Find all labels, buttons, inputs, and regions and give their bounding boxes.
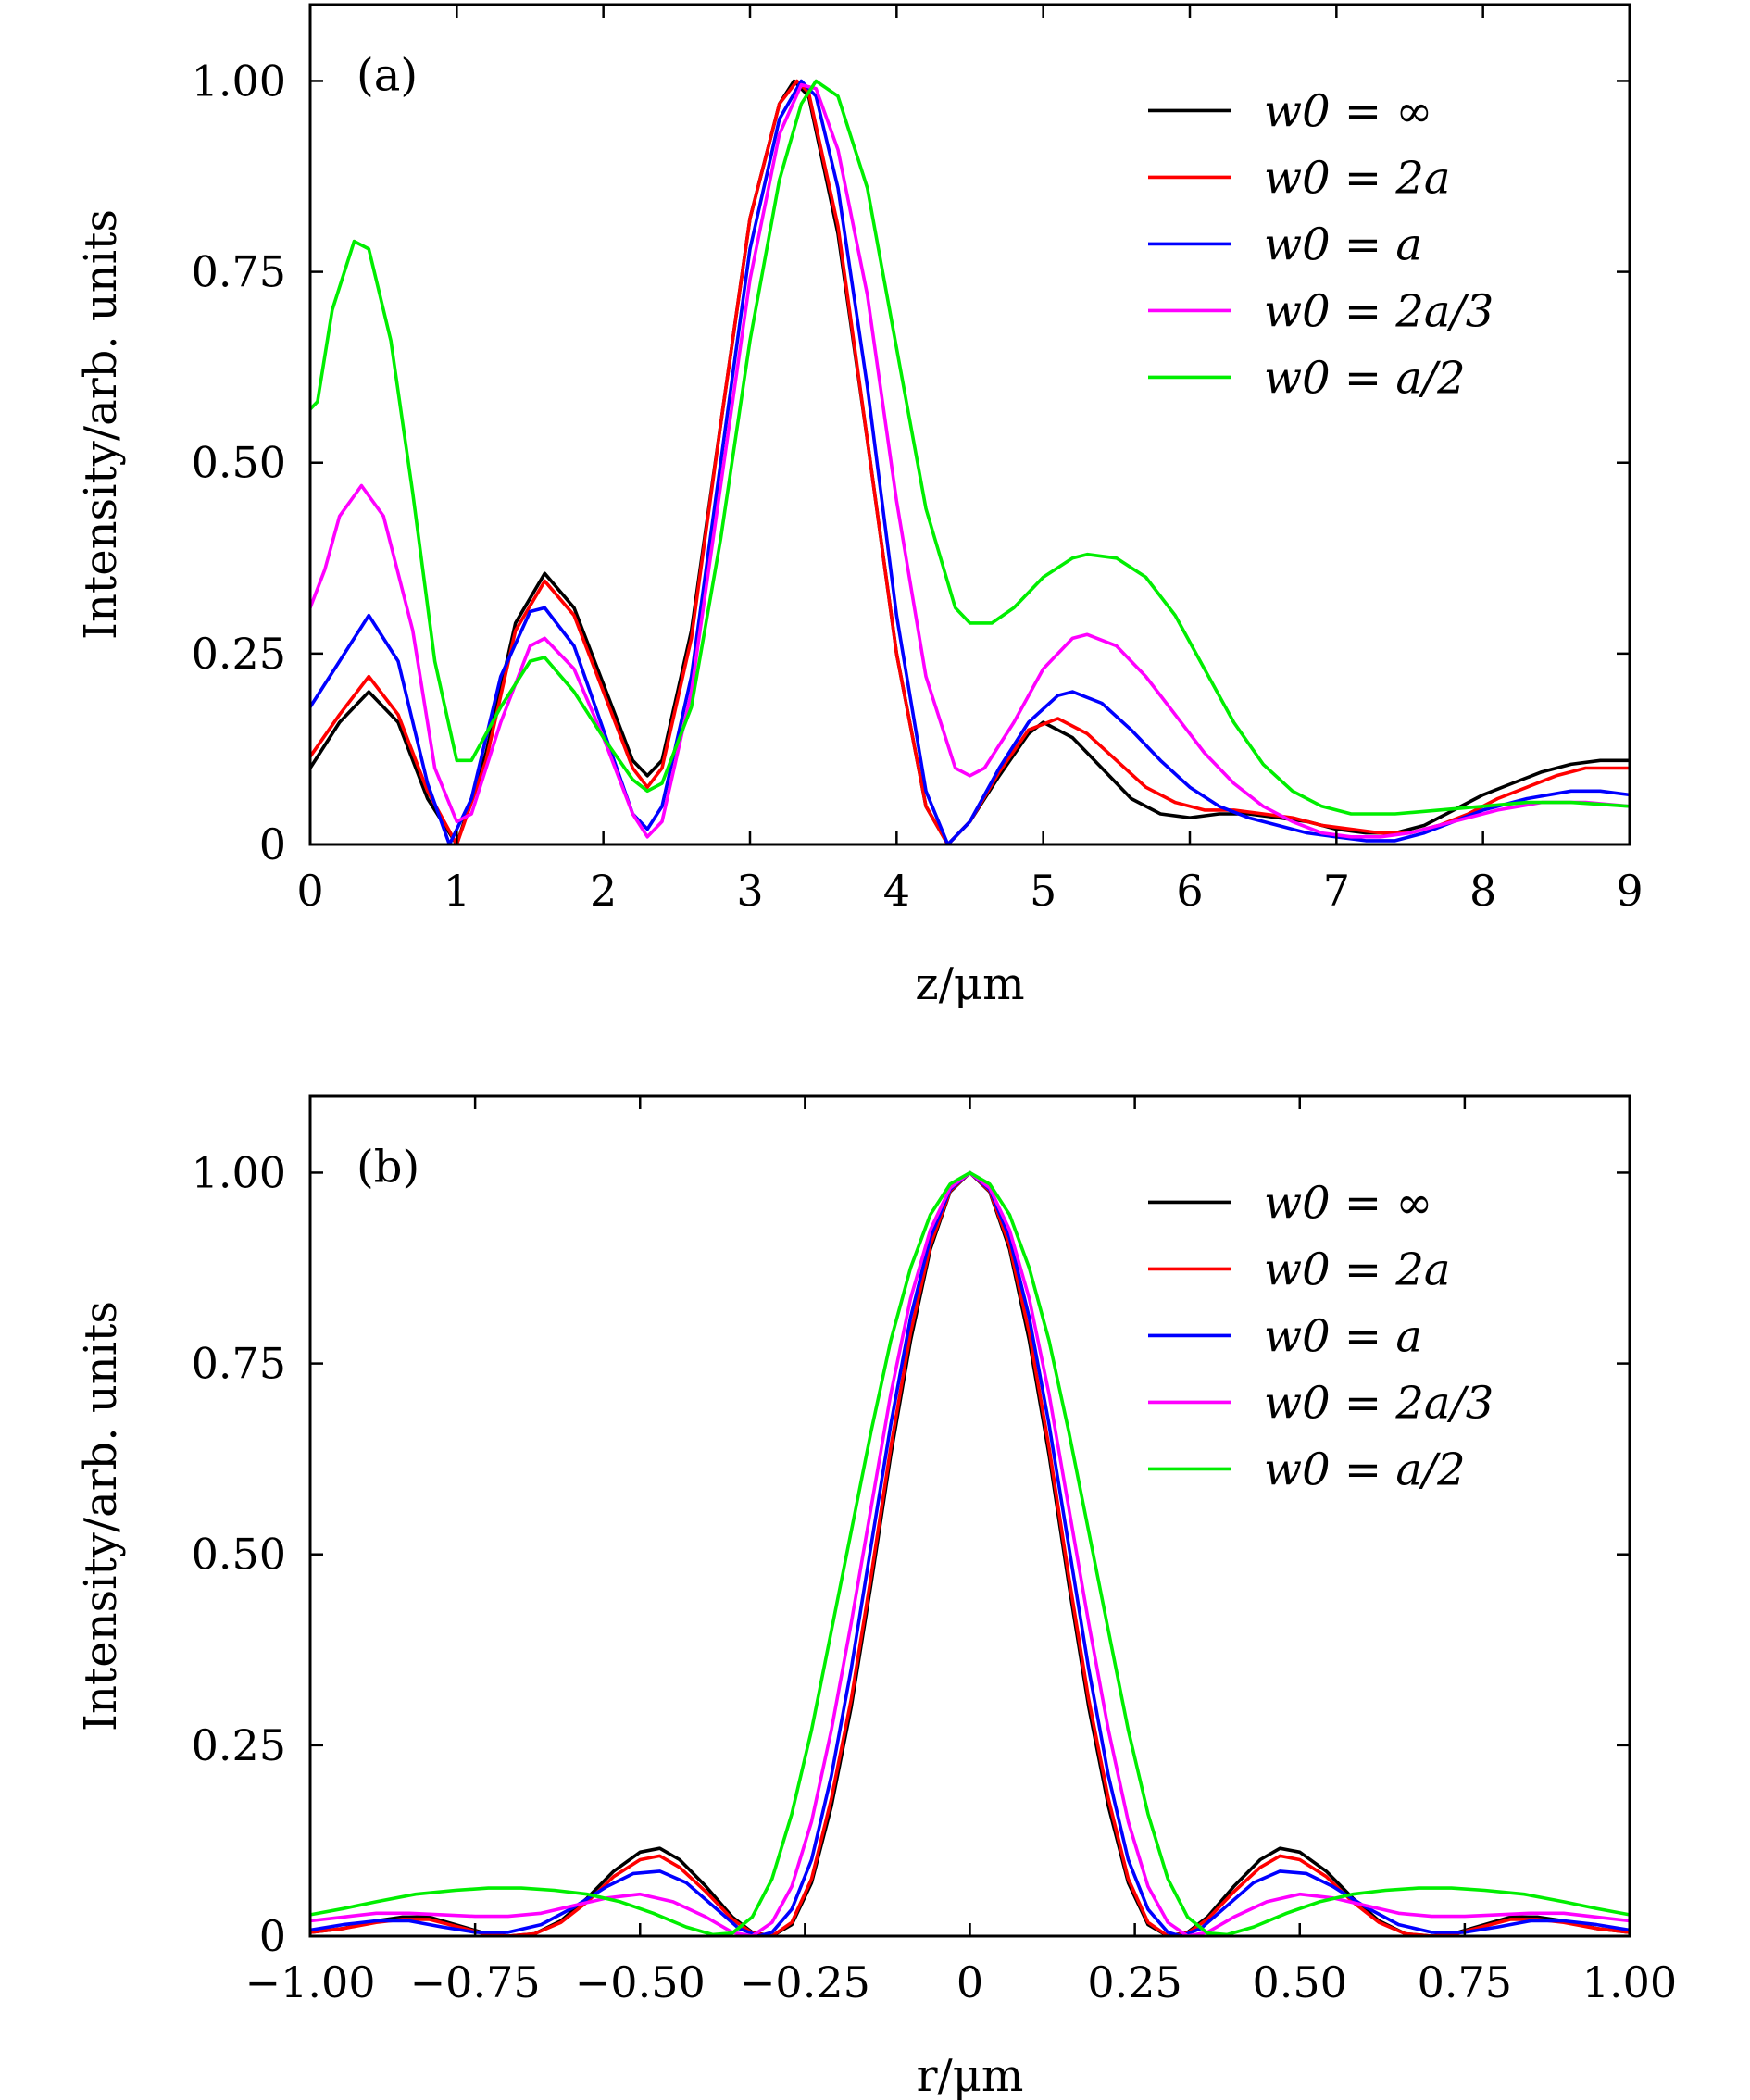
legend-entry-1: w0 = ∞ [1264, 85, 1432, 137]
y-tick-label: 0.25 [192, 1720, 286, 1770]
x-axis-label: z/μm [915, 958, 1024, 1010]
x-tick-label: 1 [444, 866, 470, 916]
panel-label: (b) [356, 1141, 419, 1193]
legend-entry-5: w0 = a/2 [1264, 352, 1466, 404]
x-tick-label: 0.75 [1418, 1957, 1512, 2007]
y-tick-label: 1.00 [192, 56, 286, 106]
x-tick-label: 6 [1176, 866, 1203, 916]
axes-frame [308, 3, 1631, 846]
x-tick-label: 0 [956, 1957, 983, 2007]
legend-entry-4: w0 = 2a/3 [1264, 285, 1494, 337]
x-tick-label: 0.50 [1253, 1957, 1347, 2007]
panel-b: −1.00 −0.75 −0.50 −0.25 0 0.25 0.50 0.75 1.00 0 0.… [75, 1094, 1677, 2100]
x-tick-label: −1.00 [245, 1957, 376, 2007]
x-tick-label: 0 [296, 866, 323, 916]
series-line-2 [310, 79, 1630, 844]
legend: w0 = ∞ w0 = 2a w0 = a w0 = 2a/3 w0 = a/2 [1148, 85, 1494, 404]
x-tick-label: 0.25 [1087, 1957, 1181, 2007]
x-tick-label: 7 [1323, 866, 1350, 916]
y-tick-label: 0 [259, 1911, 286, 1961]
x-tick-label: 5 [1030, 866, 1056, 916]
legend-entry-1: w0 = ∞ [1264, 1177, 1432, 1229]
x-tick-label: 3 [736, 866, 763, 916]
y-tick-label: 0.50 [192, 1530, 286, 1580]
legend-entry-2: w0 = 2a [1264, 152, 1451, 204]
legend-entry-2: w0 = 2a [1264, 1244, 1451, 1295]
x-tick-label: 1.00 [1582, 1957, 1677, 2007]
legend-entry-3: w0 = a [1264, 219, 1422, 270]
panel-a: 0 1 2 3 4 5 6 7 8 9 0 0.25 0.50 0.75 1.00 z/μm Intensity… [75, 3, 1644, 1010]
plot-area [310, 1170, 1630, 1936]
x-tick-label: 8 [1469, 866, 1496, 916]
x-axis-label: r/μm [917, 2050, 1024, 2100]
y-tick-label: 1.00 [192, 1147, 286, 1197]
y-axis-label: Intensity/arb. units [75, 1301, 127, 1731]
x-tick-label: −0.75 [410, 1957, 541, 2007]
y-tick-label: 0.25 [192, 629, 286, 679]
x-tick-label: −0.25 [740, 1957, 870, 2007]
plot-area [310, 79, 1630, 844]
legend: w0 = ∞ w0 = 2a w0 = a w0 = 2a/3 w0 = a/2 [1148, 1177, 1494, 1495]
y-tick-label: 0.75 [192, 247, 286, 297]
y-tick-label: 0 [259, 819, 286, 869]
x-tick-label: 9 [1616, 866, 1643, 916]
series-line-4 [310, 82, 1630, 839]
legend-entry-4: w0 = 2a/3 [1264, 1377, 1494, 1429]
series-line-5 [310, 79, 1630, 816]
y-tick-label: 0.75 [192, 1339, 286, 1389]
series-line-5 [310, 1170, 1630, 1936]
panel-label: (a) [356, 49, 418, 101]
x-tick-label: 4 [883, 866, 910, 916]
x-tick-label: −0.50 [575, 1957, 706, 2007]
x-tick-label: 2 [590, 866, 617, 916]
legend-entry-3: w0 = a [1264, 1310, 1422, 1362]
legend-entry-5: w0 = a/2 [1264, 1444, 1466, 1495]
y-axis-label: Intensity/arb. units [75, 209, 127, 640]
series-line-3 [310, 79, 1630, 844]
y-tick-label: 0.50 [192, 438, 286, 488]
